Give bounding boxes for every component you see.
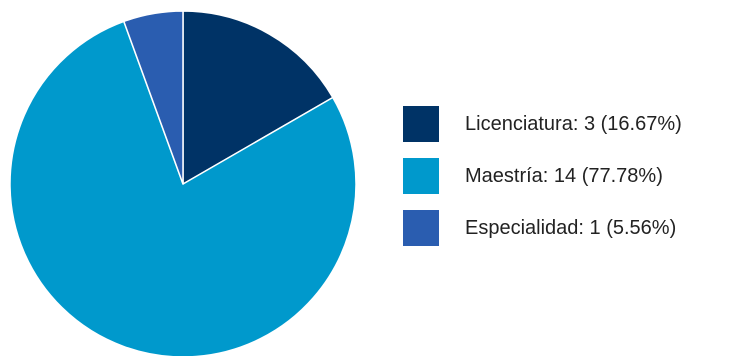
- legend-item-especialidad: Especialidad: 1 (5.56%): [403, 210, 753, 246]
- chart-legend: Licenciatura: 3 (16.67%) Maestría: 14 (7…: [403, 106, 753, 262]
- legend-label-maestria: Maestría: 14 (77.78%): [465, 164, 663, 187]
- pie-slices: [9, 10, 357, 356]
- legend-swatch-licenciatura: [403, 106, 439, 142]
- legend-swatch-especialidad: [403, 210, 439, 246]
- legend-label-especialidad: Especialidad: 1 (5.56%): [465, 216, 677, 239]
- legend-item-maestria: Maestría: 14 (77.78%): [403, 158, 753, 194]
- pie-slice-especialidad: [123, 10, 184, 185]
- pie-slice-maestria: [9, 20, 357, 356]
- legend-item-licenciatura: Licenciatura: 3 (16.67%): [403, 106, 753, 142]
- legend-label-licenciatura: Licenciatura: 3 (16.67%): [465, 112, 682, 135]
- legend-swatch-maestria: [403, 158, 439, 194]
- pie-slice-licenciatura: [182, 10, 334, 185]
